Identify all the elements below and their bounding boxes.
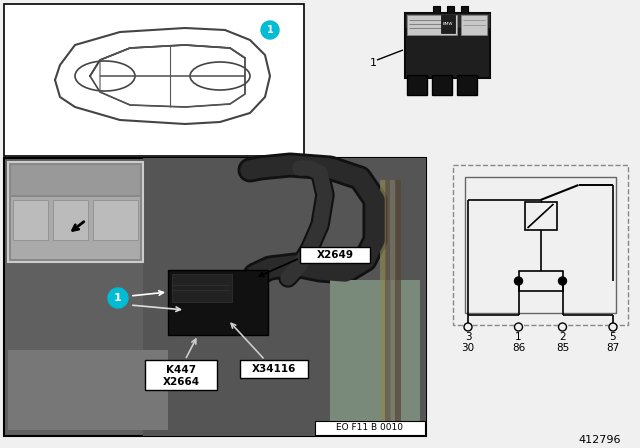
Circle shape — [515, 323, 522, 331]
Bar — [4, 158, 426, 436]
Text: 1: 1 — [114, 293, 122, 303]
Bar — [390, 180, 396, 430]
Bar — [465, 177, 616, 313]
Bar — [380, 180, 386, 430]
Text: K447: K447 — [166, 365, 196, 375]
Circle shape — [108, 288, 128, 308]
Bar — [145, 360, 217, 390]
Circle shape — [464, 323, 472, 331]
Bar — [441, 15, 455, 33]
Circle shape — [559, 277, 566, 285]
Circle shape — [559, 323, 566, 331]
Text: 1: 1 — [369, 58, 376, 68]
Bar — [330, 280, 420, 430]
Text: 85: 85 — [556, 343, 569, 353]
Bar — [300, 247, 370, 263]
Bar — [453, 165, 628, 325]
Text: 3: 3 — [465, 332, 471, 342]
Bar — [407, 75, 427, 95]
Bar — [53, 200, 88, 240]
Text: BMW: BMW — [443, 22, 453, 26]
Text: EO F11 B 0010: EO F11 B 0010 — [337, 423, 403, 432]
Bar — [433, 6, 440, 15]
Bar — [395, 180, 401, 430]
Bar — [447, 6, 454, 15]
Text: X2649: X2649 — [317, 250, 353, 260]
Bar — [405, 13, 490, 28]
Text: X2664: X2664 — [163, 377, 200, 387]
Bar — [172, 274, 232, 302]
Bar — [11, 165, 140, 195]
Bar — [11, 197, 140, 259]
Text: 30: 30 — [461, 343, 475, 353]
Bar — [315, 421, 425, 435]
Bar — [461, 15, 487, 35]
Bar — [13, 200, 48, 240]
Text: 86: 86 — [512, 343, 525, 353]
Text: 87: 87 — [606, 343, 620, 353]
Bar — [168, 270, 268, 335]
Text: 2: 2 — [559, 332, 566, 342]
Text: 5: 5 — [610, 332, 616, 342]
Bar — [385, 180, 391, 430]
Bar — [407, 15, 457, 35]
Bar — [8, 162, 143, 262]
Bar — [93, 200, 138, 240]
Circle shape — [515, 277, 522, 285]
Bar — [461, 6, 468, 15]
Bar — [143, 158, 426, 436]
Text: 1: 1 — [515, 332, 522, 342]
Bar — [8, 350, 168, 430]
Circle shape — [261, 21, 279, 39]
Circle shape — [609, 323, 617, 331]
Bar — [525, 202, 557, 230]
Bar — [518, 271, 563, 291]
Text: X34116: X34116 — [252, 364, 296, 374]
Bar — [4, 4, 304, 156]
Text: 1: 1 — [267, 25, 273, 35]
Bar — [457, 75, 477, 95]
Bar — [240, 360, 308, 378]
Text: 412796: 412796 — [579, 435, 621, 445]
Bar — [432, 75, 452, 95]
Bar — [405, 13, 490, 78]
